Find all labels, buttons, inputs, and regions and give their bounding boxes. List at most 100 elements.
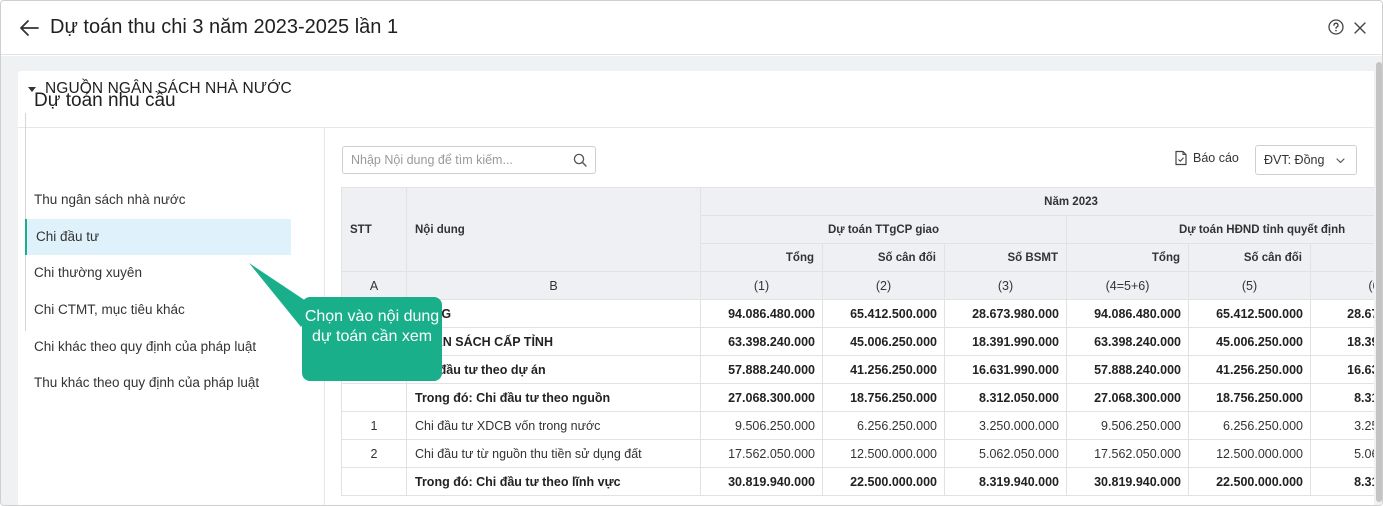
panel-divider bbox=[18, 127, 1376, 128]
cell-value: 22.500.000.000 bbox=[822, 467, 945, 496]
sidebar-item-thu-ngan-sach[interactable]: Thu ngân sách nhà nước bbox=[34, 192, 186, 207]
page-title: Dự toán thu chi 3 năm 2023-2025 lần 1 bbox=[50, 16, 399, 38]
cell-value: 94.086.480.000 bbox=[1066, 299, 1189, 328]
cell-value: 3.250.000.000 bbox=[944, 411, 1067, 440]
table-row[interactable]: Chi đầu tư theo dự án 57.888.240.000 41.25… bbox=[341, 355, 1382, 384]
cell-content: Chi đầu tư XDCB vốn trong nước bbox=[406, 411, 701, 440]
cell-value: 9.506.250.000 bbox=[1066, 411, 1189, 440]
cell-value: 17.562.050.000 bbox=[1066, 439, 1189, 468]
cell-content: NGÂN SÁCH CẤP TỈNH bbox=[406, 327, 701, 356]
table-row[interactable]: Trong đó: Chi đầu tư theo lĩnh vực 30.819… bbox=[341, 467, 1382, 496]
close-icon[interactable] bbox=[1352, 18, 1368, 36]
cell-value: 8.319.940.000 bbox=[944, 467, 1067, 496]
cell-content: TỔNG bbox=[406, 299, 701, 328]
header-year: Năm 2023 bbox=[699, 187, 1382, 216]
cell-value: 41.256.250.000 bbox=[1188, 355, 1311, 384]
cell-value: 65.412.500.000 bbox=[1188, 299, 1311, 328]
panel-title: Dự toán nhu cầu bbox=[34, 90, 176, 111]
report-button[interactable]: Báo cáo bbox=[1174, 150, 1239, 166]
vertical-scrollbar[interactable] bbox=[1374, 56, 1382, 505]
data-table: STT Nội dung Năm 2023 Dự toán TTgCP giao… bbox=[341, 187, 1382, 496]
header-code: (5) bbox=[1188, 271, 1311, 300]
header-group-ttgcp: Dự toán TTgCP giao bbox=[700, 215, 1067, 244]
header-code: B bbox=[406, 271, 701, 300]
help-circle-icon[interactable] bbox=[1327, 18, 1345, 36]
cell-value: 28.673.980.000 bbox=[1309, 299, 1382, 328]
cell-value: 5.062.050.000 bbox=[944, 439, 1067, 468]
tree-root-funding-source[interactable]: NGUỒN NGÂN SÁCH NHÀ NƯỚC bbox=[25, 80, 292, 98]
cell-value: 65.412.500.000 bbox=[822, 299, 945, 328]
header-code: (4=5+6) bbox=[1066, 271, 1189, 300]
hint-tooltip: Chọn vào nội dung dự toán cần xem bbox=[302, 297, 442, 381]
header-code: (2) bbox=[822, 271, 945, 300]
cell-content: Chi đầu tư từ nguồn thu tiền sử dụng đất bbox=[406, 439, 701, 468]
header-code: (3) bbox=[944, 271, 1067, 300]
scrollbar-thumb[interactable] bbox=[1376, 62, 1382, 502]
table-row[interactable]: 1 Chi đầu tư XDCB vốn trong nước 9.506.250… bbox=[341, 411, 1382, 440]
header-sub-tong: Tổng bbox=[1066, 243, 1189, 272]
cell-value: 12.500.000.000 bbox=[1188, 439, 1311, 468]
header-code: A bbox=[341, 271, 407, 300]
table-body: TỔNG94.086.480.00065.412.500.00028.673.9… bbox=[341, 299, 1382, 496]
cell-value: 45.006.250.000 bbox=[1188, 327, 1311, 356]
table-row[interactable]: TỔNG94.086.480.00065.412.500.00028.673.9… bbox=[341, 299, 1382, 328]
cell-value: 57.888.240.000 bbox=[700, 355, 823, 384]
cell-stt: 1 bbox=[341, 411, 407, 440]
header-sub-tong: Tổng bbox=[700, 243, 823, 272]
search-icon[interactable] bbox=[572, 152, 588, 168]
cell-value: 27.068.300.000 bbox=[700, 383, 823, 412]
cell-value: 28.673.980.000 bbox=[944, 299, 1067, 328]
table-row[interactable]: Trong đó: Chi đầu tư theo nguồn 27.068.30… bbox=[341, 383, 1382, 412]
header-stt: STT bbox=[341, 187, 407, 272]
arrow-left-icon[interactable] bbox=[17, 15, 43, 41]
cell-value: 94.086.480.000 bbox=[700, 299, 823, 328]
sidebar-item-chi-thuong-xuyen[interactable]: Chi thường xuyên bbox=[34, 265, 142, 280]
cell-content: Chi đầu tư theo dự án bbox=[406, 355, 701, 384]
header-code: (6) bbox=[1309, 271, 1382, 300]
data-table-container: STT Nội dung Năm 2023 Dự toán TTgCP giao… bbox=[341, 187, 1382, 505]
cell-value: 63.398.240.000 bbox=[1066, 327, 1189, 356]
cell-value: 30.819.940.000 bbox=[1066, 467, 1189, 496]
cell-stt bbox=[341, 383, 407, 412]
cell-value: 17.562.050.000 bbox=[700, 439, 823, 468]
header-code: (1) bbox=[700, 271, 823, 300]
cell-value: 18.391.990.000 bbox=[944, 327, 1067, 356]
header-sub-so-bsmt: Số BSMT bbox=[944, 243, 1067, 272]
sidebar-item-thu-khac[interactable]: Thu khác theo quy định của pháp luật bbox=[34, 375, 260, 390]
sidebar-item-chi-dau-tu[interactable]: Chi đầu tư bbox=[25, 219, 291, 255]
sidebar-item-chi-khac[interactable]: Chi khác theo quy định của pháp luật bbox=[34, 339, 257, 354]
search-input[interactable] bbox=[351, 147, 566, 173]
document-icon bbox=[1175, 150, 1187, 166]
hint-tooltip-text: Chọn vào nội dung dự toán cần xem bbox=[304, 308, 440, 345]
search-box[interactable] bbox=[342, 146, 596, 174]
cell-stt: 2 bbox=[341, 439, 407, 468]
cell-value: 45.006.250.000 bbox=[822, 327, 945, 356]
header-content: Nội dung bbox=[406, 187, 701, 272]
cell-content: Trong đó: Chi đầu tư theo nguồn bbox=[406, 383, 701, 412]
sidebar-item-chi-ctmt[interactable]: Chi CTMT, mục tiêu khác bbox=[34, 302, 185, 317]
cell-value: 16.631.990.000 bbox=[1309, 355, 1382, 384]
caret-down-icon[interactable] bbox=[25, 82, 39, 96]
chevron-down-icon bbox=[1336, 158, 1345, 164]
cell-value: 16.631.990.000 bbox=[944, 355, 1067, 384]
header-group-hdnd: Dự toán HĐND tỉnh quyết định bbox=[1065, 215, 1382, 244]
cell-content: Trong đó: Chi đầu tư theo lĩnh vực bbox=[406, 467, 701, 496]
cell-value: 9.506.250.000 bbox=[700, 411, 823, 440]
cell-value: 57.888.240.000 bbox=[1066, 355, 1189, 384]
table-row[interactable]: NGÂN SÁCH CẤP TỈNH 63.398.240.000 45.006.2… bbox=[341, 327, 1382, 356]
cell-value: 18.756.250.000 bbox=[822, 383, 945, 412]
cell-stt bbox=[341, 467, 407, 496]
unit-select[interactable]: ĐVT: Đồng bbox=[1255, 145, 1357, 175]
tooltip-pointer bbox=[249, 263, 315, 327]
cell-value: 18.756.250.000 bbox=[1188, 383, 1311, 412]
cell-value: 5.062.050.000 bbox=[1309, 439, 1382, 468]
cell-value: 6.256.250.000 bbox=[822, 411, 945, 440]
cell-value: 41.256.250.000 bbox=[822, 355, 945, 384]
cell-value: 22.500.000.000 bbox=[1188, 467, 1311, 496]
cell-value: 6.256.250.000 bbox=[1188, 411, 1311, 440]
header-sub-so-can-doi: Số cân đối bbox=[822, 243, 945, 272]
header-sub-so-bsmt: Số BSMT bbox=[1309, 243, 1382, 272]
cell-value: 63.398.240.000 bbox=[700, 327, 823, 356]
table-row[interactable]: 2 Chi đầu tư từ nguồn thu tiền sử dụng đấ… bbox=[341, 439, 1382, 468]
